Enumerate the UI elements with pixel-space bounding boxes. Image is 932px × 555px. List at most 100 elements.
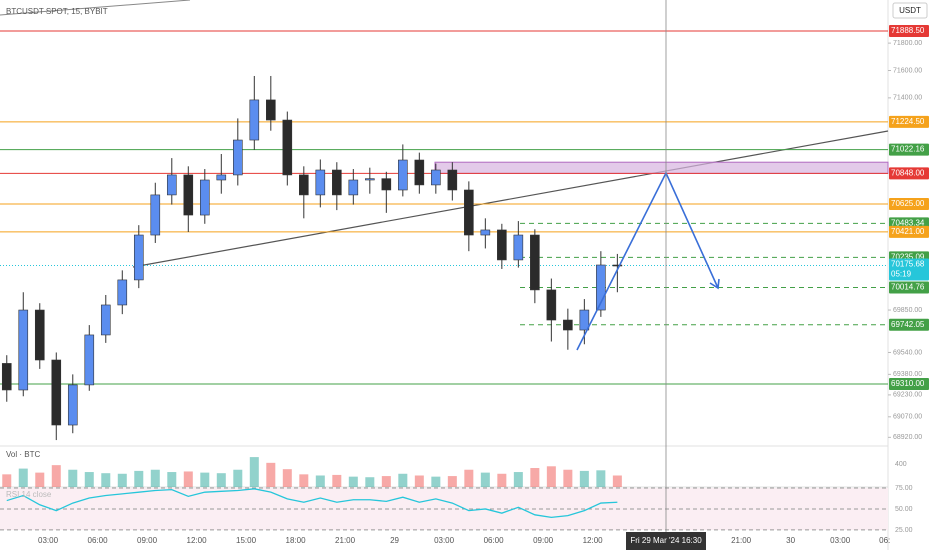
level-label: 70421.00: [891, 227, 925, 236]
volume-bar: [563, 469, 573, 487]
volume-bar: [447, 476, 457, 487]
y-tick-label: 71800.00: [893, 40, 922, 47]
volume-bar: [414, 475, 424, 487]
candle-body: [133, 234, 144, 281]
candle-body: [513, 234, 524, 261]
y-tick-label: 71600.00: [893, 67, 922, 74]
volume-bar: [332, 474, 342, 487]
candle-body: [18, 309, 29, 391]
volume-bar: [167, 472, 177, 487]
level-box: [889, 167, 929, 180]
x-tick-label: 03:00: [434, 536, 455, 545]
level-box: [889, 318, 929, 331]
volume-bar: [530, 468, 540, 487]
volume-bar: [2, 474, 12, 487]
level-box: [889, 377, 929, 390]
x-tick-label: 03:00: [38, 536, 59, 545]
candle-body: [381, 178, 392, 191]
x-tick-label: 06:00: [484, 536, 505, 545]
x-tick-label: 06:00: [88, 536, 109, 545]
x-tick-label: 09:00: [533, 536, 554, 545]
level-box: [889, 281, 929, 294]
volume-bar: [200, 472, 210, 487]
volume-bar: [266, 462, 276, 487]
level-label: 70014.76: [891, 283, 925, 292]
candle-body: [299, 174, 309, 196]
level-label: 70235.09: [891, 252, 925, 261]
volume-bar: [233, 469, 243, 487]
volume-bar: [315, 475, 325, 487]
currency-box: [892, 2, 928, 19]
arrow-head: [709, 278, 720, 290]
y-tick-label: 68920.00: [893, 434, 922, 441]
level-label: 71224.50: [891, 117, 925, 126]
volume-bar: [431, 476, 441, 487]
candle-body: [34, 309, 45, 361]
last-price-label: 70175.68: [891, 260, 925, 269]
x-tick-label: 12:00: [187, 536, 208, 545]
candle-body: [199, 179, 210, 216]
x-tick-label: 21:00: [731, 536, 752, 545]
candle-body: [1, 363, 12, 391]
candle-body: [348, 179, 359, 196]
y-tick-label: 69070.00: [893, 414, 922, 421]
volume-bar: [150, 469, 160, 487]
volume-bar: [381, 476, 391, 487]
volume-title: Vol · BTC: [6, 450, 40, 459]
candle-body: [447, 169, 458, 191]
drawing-line: [0, 0, 191, 16]
volume-bar: [68, 469, 78, 487]
volume-bar: [579, 470, 589, 487]
rsi-tick-label: 75.00: [895, 485, 913, 492]
level-box: [889, 143, 929, 156]
candle-body: [216, 174, 227, 181]
volume-bar: [183, 471, 193, 487]
volume-bar: [546, 466, 556, 487]
y-tick-label: 71400.00: [893, 95, 922, 102]
trend-line: [132, 130, 889, 268]
candle-body: [233, 139, 243, 176]
candle-body: [100, 304, 111, 336]
candle-body: [464, 189, 474, 236]
x-tick-label: 21:00: [335, 536, 356, 545]
volume-bar: [35, 472, 45, 487]
candle-body: [183, 174, 194, 216]
rsi-line: [6, 488, 618, 518]
x-tick-label: 18:00: [286, 536, 307, 545]
level-label: 71888.50: [891, 26, 925, 35]
plot: [0, 30, 891, 531]
x-tick-label: 06:: [879, 536, 890, 545]
candle-body: [365, 178, 375, 181]
volume-bar: [101, 473, 111, 487]
candle-body: [166, 174, 177, 196]
volume-bar: [249, 457, 259, 487]
level-box: [889, 25, 929, 38]
level-box: [889, 197, 929, 210]
countdown: 05:19: [891, 270, 912, 279]
candle-body: [249, 99, 260, 141]
volume-bar: [365, 477, 375, 487]
x-tick-label: 09:00: [137, 536, 158, 545]
y-tick-label: 69850.00: [893, 307, 922, 314]
candle-body: [398, 159, 408, 191]
last-price-box: [889, 258, 929, 281]
level-label: 69310.00: [891, 379, 925, 388]
volume-bar: [84, 472, 94, 487]
crosshair-box: [626, 532, 706, 550]
rsi-tick-label: 50.00: [895, 506, 913, 513]
y-tick-label: 69540.00: [893, 349, 922, 356]
level-box: [889, 115, 929, 128]
candle-body: [315, 169, 326, 196]
zone: [434, 161, 889, 174]
rsi-title: RSI 14 close: [6, 490, 52, 499]
candle-body: [563, 319, 573, 331]
candle-body: [51, 359, 62, 426]
candle-body: [480, 229, 491, 236]
candle-body: [414, 159, 425, 186]
volume-bar: [464, 469, 474, 487]
volume-bar: [348, 476, 358, 487]
candle-body: [67, 384, 78, 426]
currency: USDT: [899, 6, 921, 15]
